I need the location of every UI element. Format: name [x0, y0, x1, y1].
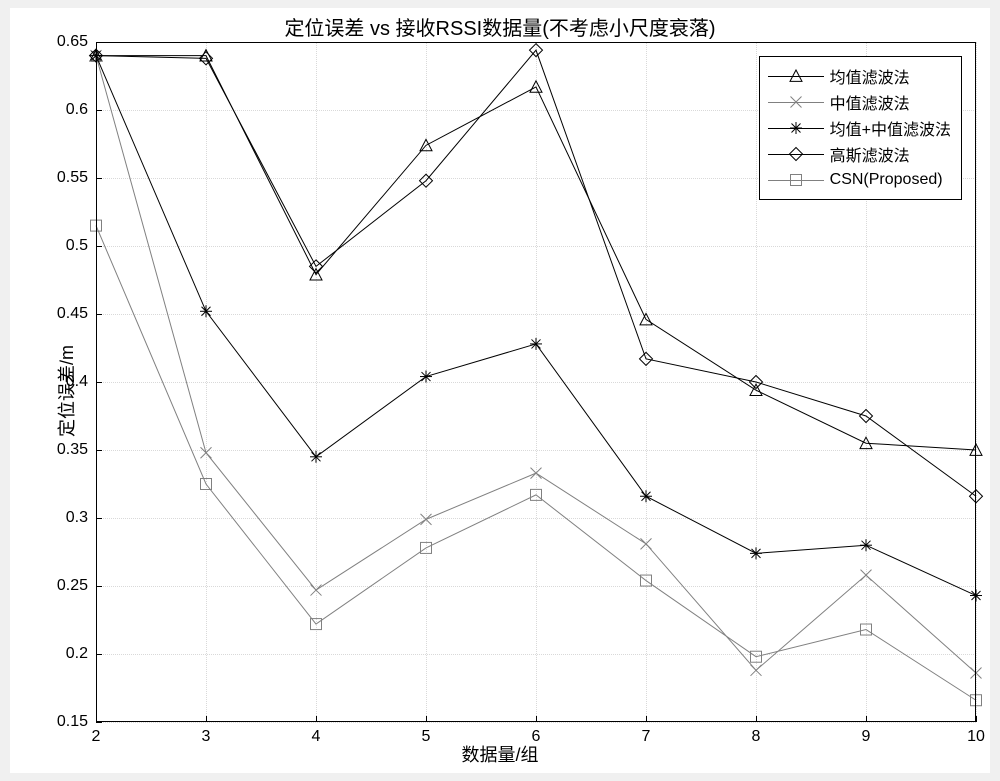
grid-hline	[96, 654, 976, 655]
legend-item-mean: 均值滤波法	[768, 63, 951, 89]
legend-swatch	[768, 118, 824, 138]
y-tick-label: 0.65	[57, 33, 88, 51]
grid-hline	[96, 722, 976, 723]
x-tick-label: 8	[752, 728, 761, 746]
legend-swatch	[768, 170, 824, 190]
x-tick-label: 3	[202, 728, 211, 746]
y-tick	[96, 42, 102, 43]
legend-item-median: 中值滤波法	[768, 89, 951, 115]
legend-marker-gaussian	[768, 144, 824, 164]
x-tick	[646, 716, 647, 722]
y-tick-label: 0.6	[66, 101, 88, 119]
y-tick-label: 0.35	[57, 441, 88, 459]
y-tick	[96, 586, 102, 587]
x-tick	[206, 716, 207, 722]
y-tick-label: 0.45	[57, 305, 88, 323]
legend-label: CSN(Proposed)	[830, 171, 943, 189]
y-tick-label: 0.55	[57, 169, 88, 187]
y-tick	[96, 654, 102, 655]
x-tick	[316, 716, 317, 722]
legend-item-gaussian: 高斯滤波法	[768, 141, 951, 167]
y-tick-label: 0.3	[66, 509, 88, 527]
legend-swatch	[768, 92, 824, 112]
y-tick	[96, 246, 102, 247]
legend-swatch	[768, 144, 824, 164]
x-axis-label: 数据量/组	[10, 741, 990, 767]
legend-marker-meanmed	[768, 118, 824, 138]
y-tick-label: 0.25	[57, 577, 88, 595]
grid-hline	[96, 586, 976, 587]
grid-vline	[976, 42, 977, 722]
legend-label: 均值滤波法	[830, 64, 910, 88]
legend-swatch	[768, 66, 824, 86]
x-tick-label: 9	[862, 728, 871, 746]
x-tick-label: 4	[312, 728, 321, 746]
y-tick	[96, 518, 102, 519]
grid-hline	[96, 518, 976, 519]
grid-hline	[96, 450, 976, 451]
legend: 均值滤波法中值滤波法均值+中值滤波法高斯滤波法 CSN(Proposed)	[759, 56, 962, 200]
x-tick	[866, 716, 867, 722]
plot-area: 23456789100.150.20.250.30.350.40.450.50.…	[96, 42, 976, 722]
grid-hline	[96, 382, 976, 383]
grid-hline	[96, 314, 976, 315]
y-tick	[96, 110, 102, 111]
x-tick-label: 2	[92, 728, 101, 746]
legend-label: 中值滤波法	[830, 90, 910, 114]
x-tick-label: 6	[532, 728, 541, 746]
y-tick-label: 0.15	[57, 713, 88, 731]
x-tick	[426, 716, 427, 722]
x-tick-label: 10	[967, 728, 985, 746]
legend-marker-csn	[768, 170, 824, 190]
grid-hline	[96, 42, 976, 43]
y-tick	[96, 382, 102, 383]
legend-item-csn: CSN(Proposed)	[768, 167, 951, 193]
y-tick	[96, 178, 102, 179]
legend-label: 均值+中值滤波法	[830, 116, 951, 140]
y-tick-label: 0.5	[66, 237, 88, 255]
figure: 定位误差 vs 接收RSSI数据量(不考虑小尺度衰落) 定位误差/m 数据量/组…	[10, 8, 990, 773]
x-tick	[756, 716, 757, 722]
legend-marker-mean	[768, 66, 824, 86]
x-tick	[976, 716, 977, 722]
grid-hline	[96, 246, 976, 247]
x-tick-label: 5	[422, 728, 431, 746]
x-tick	[536, 716, 537, 722]
chart-title: 定位误差 vs 接收RSSI数据量(不考虑小尺度衰落)	[10, 12, 990, 41]
y-tick	[96, 314, 102, 315]
x-tick-label: 7	[642, 728, 651, 746]
legend-item-meanmed: 均值+中值滤波法	[768, 115, 951, 141]
y-tick	[96, 450, 102, 451]
y-tick	[96, 722, 102, 723]
y-tick-label: 0.4	[66, 373, 88, 391]
y-tick-label: 0.2	[66, 645, 88, 663]
legend-marker-median	[768, 92, 824, 112]
legend-label: 高斯滤波法	[830, 142, 910, 166]
